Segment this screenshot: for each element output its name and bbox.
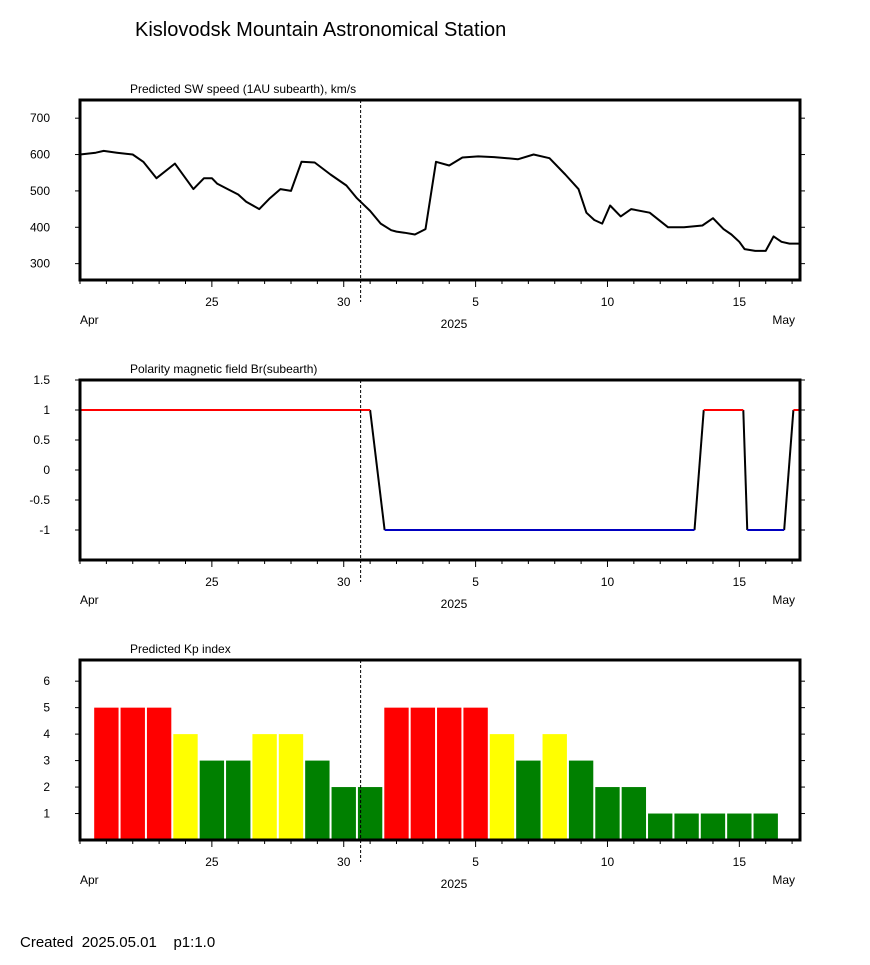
x-tick-label: 5	[472, 855, 479, 869]
kp-bar	[621, 787, 647, 840]
y-tick-label: 1.5	[33, 373, 50, 387]
kp-bar	[94, 707, 119, 840]
kp-bar	[226, 760, 251, 840]
kp-bar	[252, 734, 277, 840]
speed-series-line	[79, 149, 800, 252]
kp-bar	[278, 734, 304, 840]
y-tick-label: 0	[43, 463, 50, 477]
polarity-transition	[369, 409, 386, 531]
kp-bar	[384, 707, 409, 840]
chart-title: Predicted SW speed (1AU subearth), km/s	[130, 82, 356, 96]
kp-bar	[542, 734, 567, 840]
chart-panel-2: Polarity magnetic field Br(subearth) 25 30…	[29, 362, 805, 611]
kp-bar	[568, 760, 594, 840]
footer-created-label: Created	[20, 934, 74, 951]
y-tick-label: 400	[30, 220, 50, 234]
x-tick-label: 15	[733, 575, 747, 589]
kp-bar	[595, 787, 620, 840]
y-tick-label: 3	[43, 754, 50, 768]
chart-title: Predicted Kp index	[130, 642, 231, 656]
x-tick-label: 30	[337, 575, 351, 589]
y-tick-label: 6	[43, 674, 50, 688]
chart-title: Polarity magnetic field Br(subearth)	[130, 362, 317, 376]
y-tick-label: 500	[30, 184, 50, 198]
plot-frame	[78, 98, 802, 282]
y-tick-label: 5	[43, 701, 50, 715]
y-tick-label: 1	[43, 807, 50, 821]
x-tick-label: 25	[205, 855, 219, 869]
y-tick-label: 300	[30, 257, 50, 271]
chart-panel-1: Predicted SW speed (1AU subearth), km/s 2…	[30, 82, 805, 331]
kp-bar	[199, 760, 225, 840]
footer: Created 2025.05.01 p1:1.0	[20, 934, 215, 951]
x-tick-label: 15	[733, 295, 747, 309]
plot-frame	[78, 378, 802, 562]
page-title: Kislovodsk Mountain Astronomical Station	[135, 19, 507, 41]
polarity-transition	[783, 409, 795, 531]
kp-bar	[410, 707, 436, 840]
x-tick-label: 15	[733, 855, 747, 869]
footer-page: p1:1.0	[173, 934, 216, 951]
y-tick-label: 2	[43, 780, 50, 794]
kp-bar	[516, 760, 541, 840]
chart-panel-3: Predicted Kp index 25 30 5 10 15 Apr May 2025 1 2 3…	[43, 642, 805, 891]
y-tick-label: -1	[39, 523, 50, 537]
x-end-label: May	[772, 593, 795, 607]
polarity-transition	[742, 409, 749, 531]
kp-bar	[753, 813, 778, 840]
x-start-label: Apr	[80, 313, 99, 327]
kp-bar	[463, 707, 488, 840]
x-end-label: May	[772, 873, 795, 887]
kp-bar	[146, 707, 172, 840]
x-tick-label: 10	[601, 855, 615, 869]
kp-bar	[331, 787, 356, 840]
kp-bar	[727, 813, 752, 840]
x-tick-label: 10	[601, 295, 615, 309]
x-tick-label: 5	[472, 295, 479, 309]
x-axis-label: 2025	[441, 597, 468, 611]
x-tick-label: 5	[472, 575, 479, 589]
plot-frame	[78, 658, 802, 842]
x-start-label: Apr	[80, 593, 99, 607]
kp-bar	[173, 734, 198, 840]
footer-date: 2025.05.01	[81, 934, 157, 951]
y-tick-label: 1	[43, 403, 50, 417]
polarity-transition	[693, 409, 705, 531]
x-tick-label: 25	[205, 575, 219, 589]
y-tick-label: 4	[43, 727, 50, 741]
kp-bar	[357, 787, 383, 840]
kp-bar	[674, 813, 699, 840]
x-end-label: May	[772, 313, 795, 327]
x-tick-label: 25	[205, 295, 219, 309]
y-tick-label: 600	[30, 148, 50, 162]
y-tick-label: 0.5	[33, 433, 50, 447]
kp-bar	[120, 707, 145, 840]
kp-bar	[489, 734, 515, 840]
kp-bar	[437, 707, 462, 840]
kp-bar	[700, 813, 726, 840]
x-start-label: Apr	[80, 873, 99, 887]
kp-bar	[305, 760, 330, 840]
x-axis-label: 2025	[441, 317, 468, 331]
x-axis-label: 2025	[441, 877, 468, 891]
y-tick-label: 700	[30, 111, 50, 125]
x-tick-label: 30	[337, 295, 351, 309]
x-tick-label: 30	[337, 855, 351, 869]
kp-bar	[648, 813, 673, 840]
y-tick-label: -0.5	[29, 493, 50, 507]
x-tick-label: 10	[601, 575, 615, 589]
